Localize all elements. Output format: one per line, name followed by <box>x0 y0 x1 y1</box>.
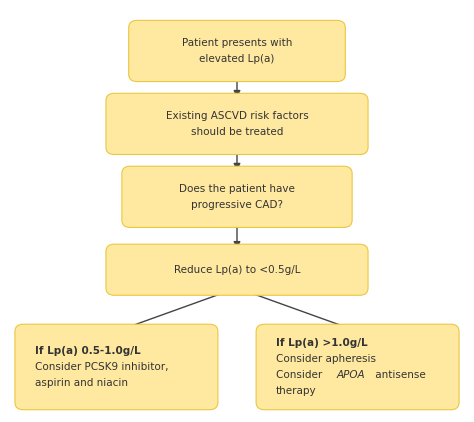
FancyBboxPatch shape <box>129 20 345 81</box>
Text: Existing ASCVD risk factors: Existing ASCVD risk factors <box>165 111 309 121</box>
FancyBboxPatch shape <box>106 244 368 295</box>
Text: If Lp(a) 0.5-1.0g/L: If Lp(a) 0.5-1.0g/L <box>35 346 140 356</box>
Text: APOA: APOA <box>337 370 365 380</box>
Text: Reduce Lp(a) to <0.5g/L: Reduce Lp(a) to <0.5g/L <box>174 265 300 275</box>
FancyBboxPatch shape <box>256 324 459 410</box>
Text: antisense: antisense <box>373 370 426 380</box>
Text: Patient presents with: Patient presents with <box>182 38 292 48</box>
FancyBboxPatch shape <box>15 324 218 410</box>
Text: Does the patient have: Does the patient have <box>179 184 295 194</box>
Text: If Lp(a) >1.0g/L: If Lp(a) >1.0g/L <box>276 338 367 348</box>
FancyBboxPatch shape <box>122 166 352 227</box>
Text: elevated Lp(a): elevated Lp(a) <box>199 54 275 64</box>
Text: should be treated: should be treated <box>191 127 283 137</box>
FancyBboxPatch shape <box>106 93 368 154</box>
Text: aspirin and niacin: aspirin and niacin <box>35 378 128 388</box>
Text: Consider: Consider <box>276 370 325 380</box>
Text: therapy: therapy <box>276 386 316 396</box>
Text: Consider PCSK9 inhibitor,: Consider PCSK9 inhibitor, <box>35 362 168 372</box>
Text: progressive CAD?: progressive CAD? <box>191 200 283 210</box>
Text: Consider apheresis: Consider apheresis <box>276 354 376 364</box>
